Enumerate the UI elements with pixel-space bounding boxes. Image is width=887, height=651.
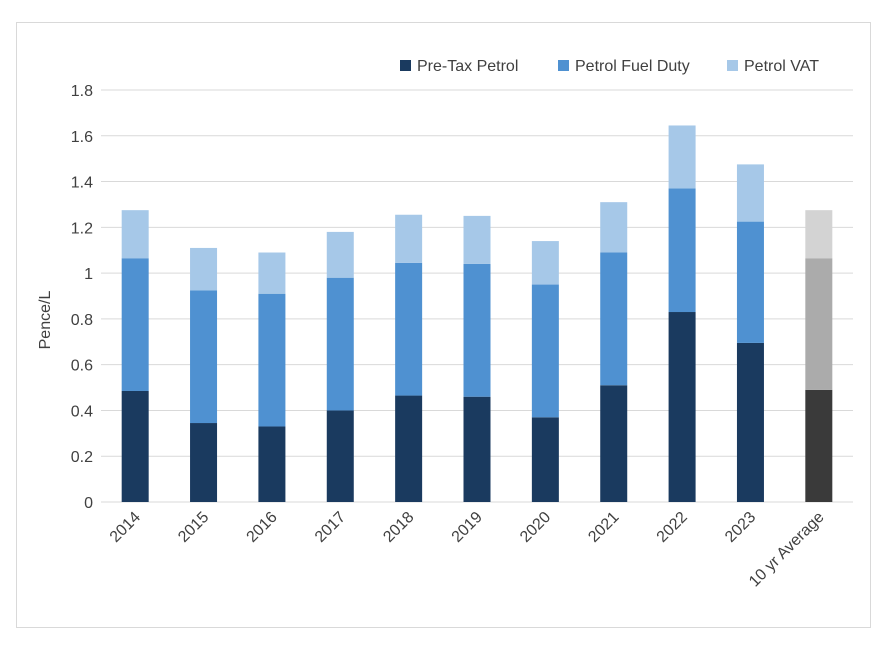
x-tick-label: 2022 xyxy=(654,509,691,546)
bar-petrol-fuel-duty-2021 xyxy=(600,252,628,386)
x-tick-label: 2017 xyxy=(312,509,349,546)
bar-petrol-fuel-duty-2016 xyxy=(258,293,286,427)
bar-pre-tax-petrol-2016 xyxy=(258,426,286,502)
x-tick-label: 2016 xyxy=(244,509,281,546)
x-axis-ticks: 2014 2015 2016 2017 2018 2019 2020 2021 2022 2023… xyxy=(107,509,828,591)
bars xyxy=(121,125,833,502)
bar-pre-tax-petrol-2018 xyxy=(395,395,423,502)
bar-petrol-fuel-duty-2014 xyxy=(121,258,149,391)
bar-petrol-vat-10-yr-average xyxy=(805,210,833,259)
y-tick-label: 1 xyxy=(84,266,93,283)
bar-petrol-fuel-duty-2019 xyxy=(463,263,491,397)
legend-label: Petrol VAT xyxy=(744,58,819,75)
x-tick-label: 2018 xyxy=(380,509,417,546)
bar-pre-tax-petrol-2019 xyxy=(463,396,491,502)
bar-petrol-vat-2018 xyxy=(395,214,423,263)
bar-petrol-fuel-duty-2018 xyxy=(395,262,423,396)
y-tick-label: 0.8 xyxy=(71,312,93,329)
bar-pre-tax-petrol-2020 xyxy=(531,417,559,502)
x-tick-label: 2019 xyxy=(449,509,486,546)
bar-petrol-vat-2023 xyxy=(736,164,764,222)
x-tick-label: 2014 xyxy=(107,509,144,546)
y-tick-label: 0.4 xyxy=(71,403,93,420)
bar-petrol-vat-2022 xyxy=(668,125,696,189)
bar-petrol-vat-2017 xyxy=(326,231,354,278)
bar-petrol-vat-2019 xyxy=(463,215,491,264)
bar-pre-tax-petrol-2022 xyxy=(668,312,696,502)
x-tick-label: 2021 xyxy=(585,509,622,546)
bar-petrol-fuel-duty-2022 xyxy=(668,188,696,313)
y-tick-label: 0 xyxy=(84,495,93,512)
bar-petrol-vat-2021 xyxy=(600,202,628,253)
x-tick-label: 2020 xyxy=(517,509,554,546)
legend-label: Pre-Tax Petrol xyxy=(417,58,518,75)
bar-pre-tax-petrol-2021 xyxy=(600,385,628,502)
bar-pre-tax-petrol-2023 xyxy=(736,342,764,502)
y-tick-label: 1.2 xyxy=(71,220,93,237)
bar-petrol-fuel-duty-2020 xyxy=(531,284,559,418)
y-axis-label: Pence/L xyxy=(37,291,54,350)
bar-petrol-vat-2015 xyxy=(190,247,218,291)
legend-swatch xyxy=(400,60,411,71)
stacked-bar-chart: 00.20.40.60.811.21.41.61.8 2014 2015 2016 2… xyxy=(37,58,853,591)
legend: Pre-Tax Petrol Petrol Fuel Duty Petrol VAT xyxy=(400,58,819,75)
legend-swatch xyxy=(727,60,738,71)
y-tick-label: 1.4 xyxy=(71,175,93,192)
bar-pre-tax-petrol-2017 xyxy=(326,410,354,502)
bar-petrol-vat-2016 xyxy=(258,252,286,294)
y-tick-label: 1.6 xyxy=(71,129,93,146)
legend-label: Petrol Fuel Duty xyxy=(575,58,690,75)
bar-petrol-vat-2014 xyxy=(121,210,149,259)
y-tick-label: 0.2 xyxy=(71,449,93,466)
bar-petrol-fuel-duty-2015 xyxy=(190,290,218,424)
x-tick-label: 2023 xyxy=(722,509,759,546)
y-tick-label: 0.6 xyxy=(71,358,93,375)
bar-petrol-fuel-duty-2017 xyxy=(326,277,354,411)
y-tick-label: 1.8 xyxy=(71,83,93,100)
legend-swatch xyxy=(558,60,569,71)
bar-pre-tax-petrol-10-yr-average xyxy=(805,389,833,502)
bar-petrol-fuel-duty-2023 xyxy=(736,221,764,343)
y-axis-ticks: 0 0.2 0.4 0.6 0.8 1 1.2 1.4 1.6 1.8 xyxy=(71,83,93,512)
bar-pre-tax-petrol-2015 xyxy=(190,423,218,502)
bar-petrol-vat-2020 xyxy=(531,241,559,285)
chart-frame: 0 0.2 0.4 0.6 0.8 1 1.2 1.4 1.6 1.8 2014 2015 2016 2… xyxy=(16,22,871,628)
x-tick-label: 2015 xyxy=(175,509,212,546)
bar-petrol-fuel-duty-10-yr-average xyxy=(805,258,833,390)
bar-pre-tax-petrol-2014 xyxy=(121,390,149,502)
